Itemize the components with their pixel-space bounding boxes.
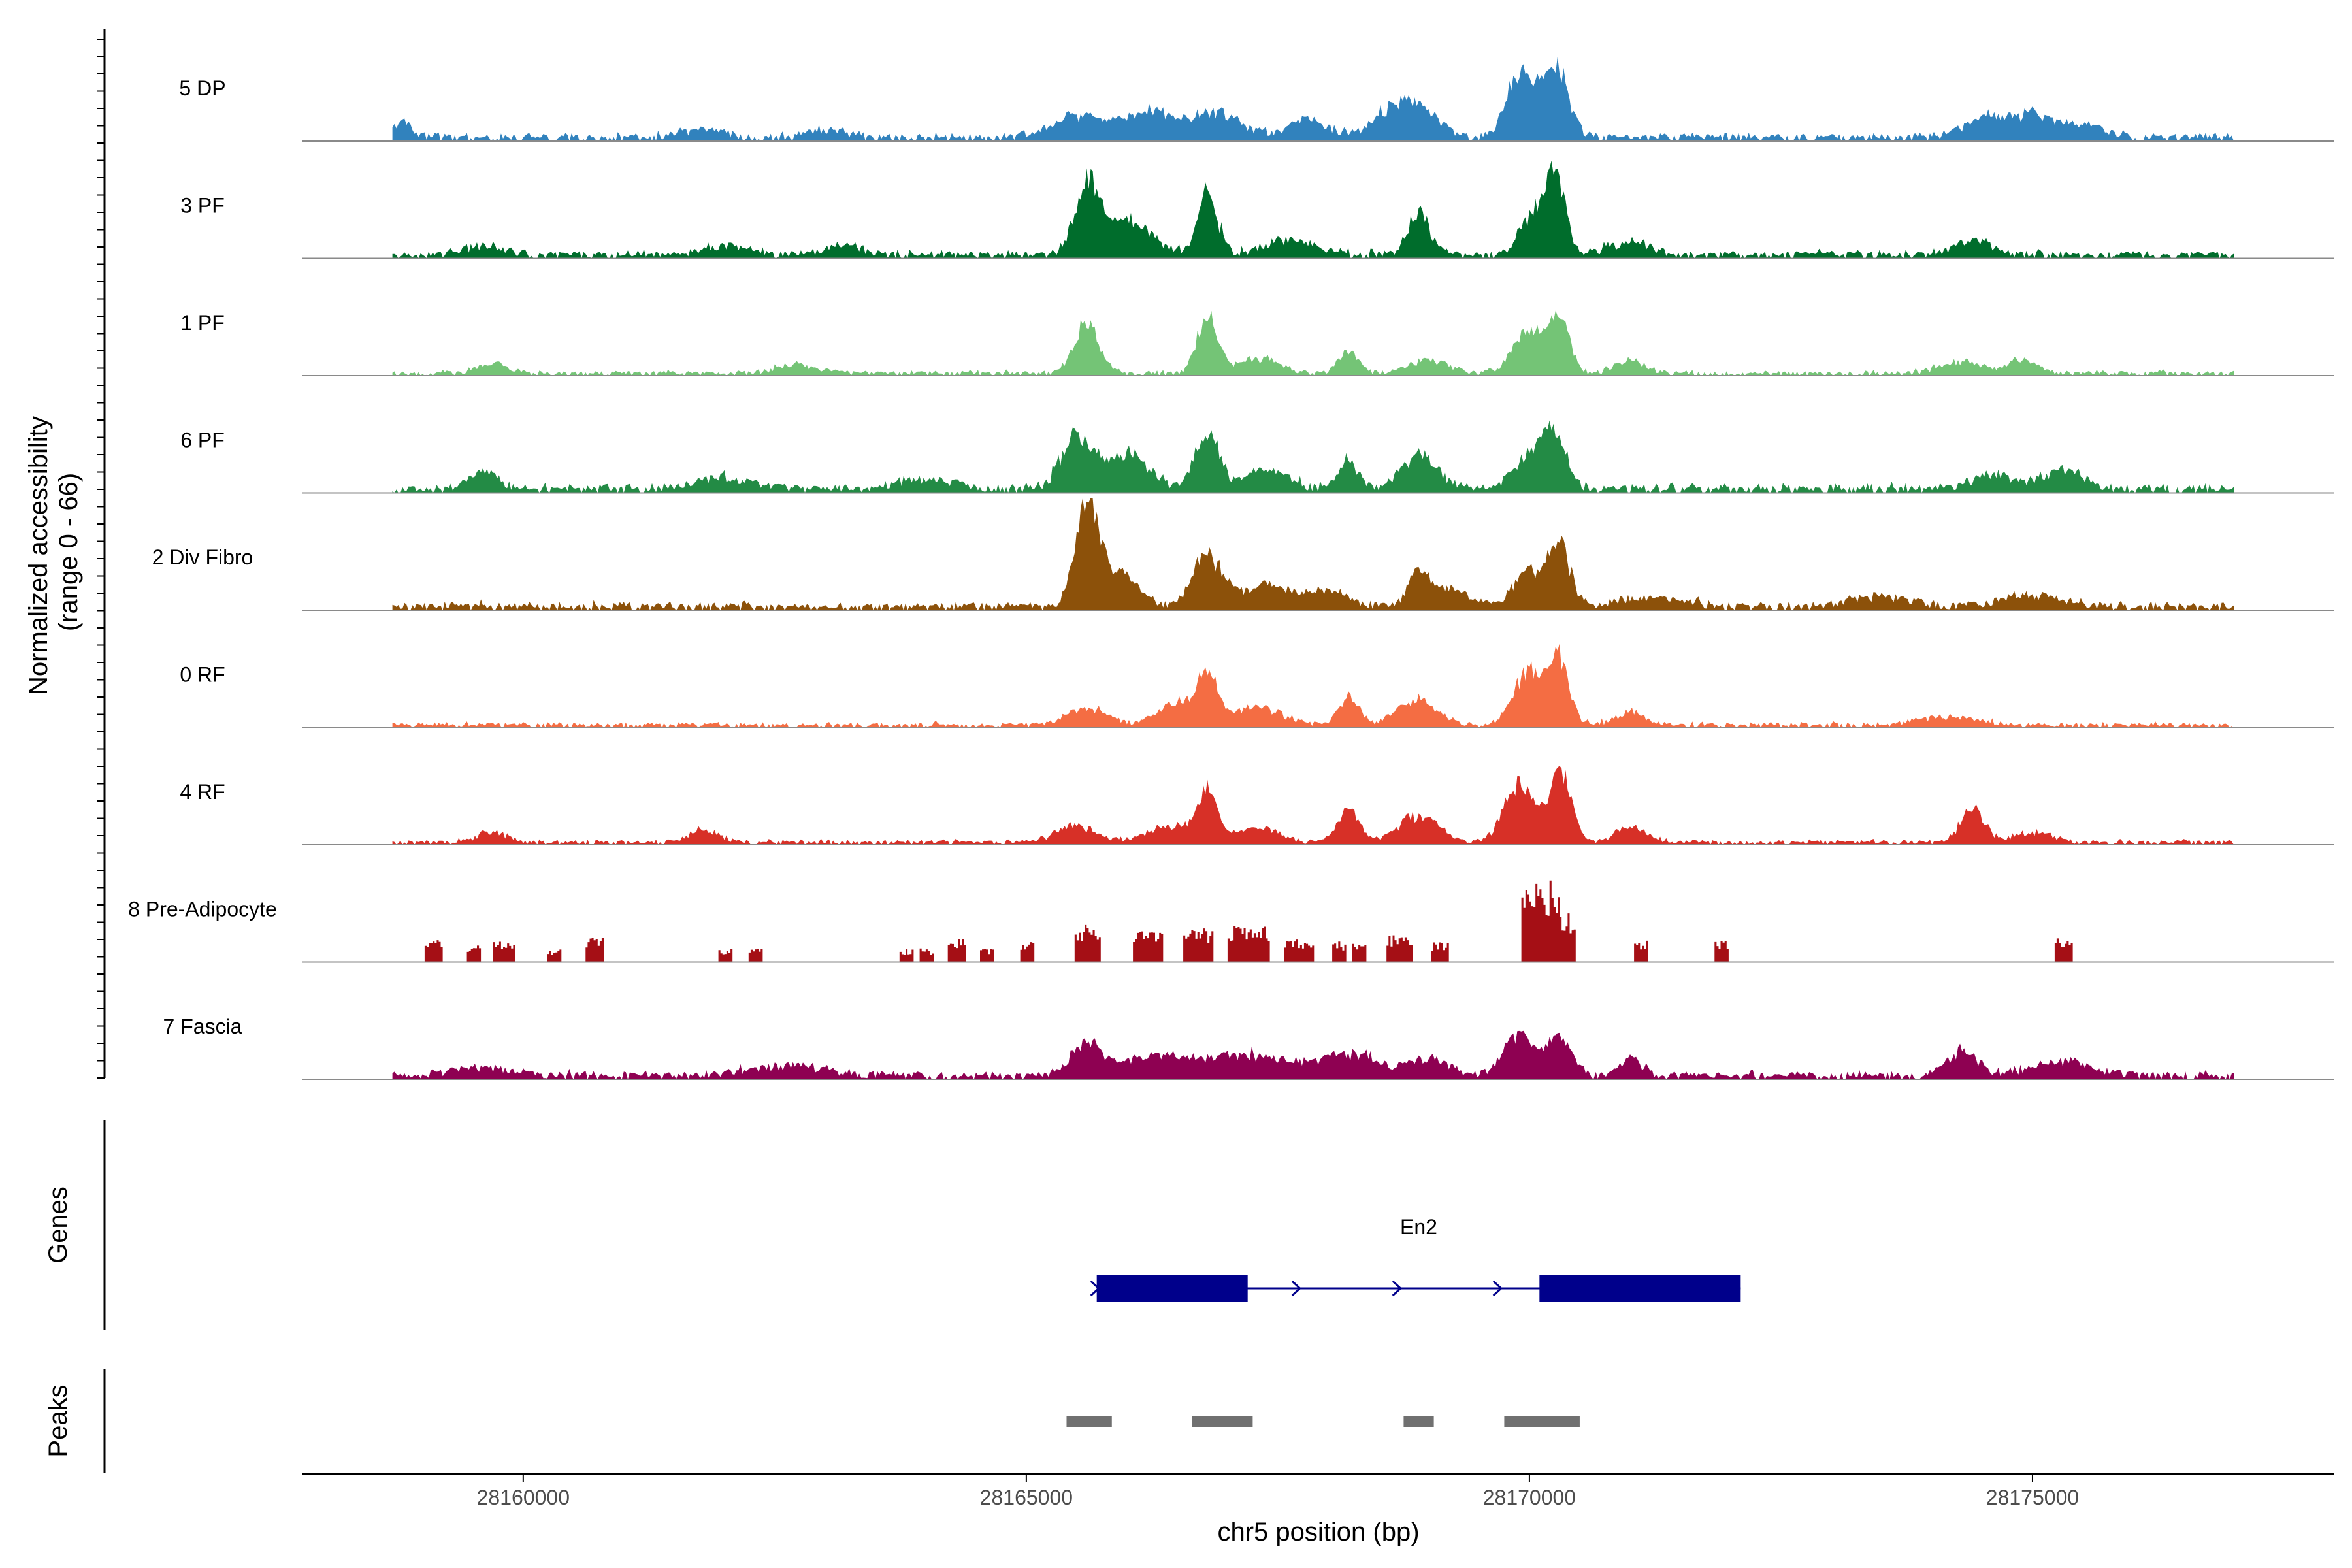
track-label: 6 PF	[180, 429, 225, 452]
genes-panel: Genes En2	[44, 1120, 1741, 1330]
track-label: 2 Div Fibro	[152, 546, 253, 569]
track-label: 7 Fascia	[163, 1015, 242, 1038]
coverage-y-axis-title: Normalized accessibility (range 0 - 66)	[24, 409, 83, 695]
track-1-pf: 1 PF	[180, 310, 2334, 376]
coverage-panel: Normalized accessibility (range 0 - 66) …	[24, 29, 2334, 1080]
strand-arrow	[1291, 1280, 1301, 1297]
track-7-fascia: 7 Fascia	[163, 1015, 2334, 1080]
track-6-pf: 6 PF	[180, 420, 2334, 494]
track-label: 8 Pre-Adipocyte	[128, 898, 277, 921]
gene-exon	[1539, 1275, 1741, 1302]
coverage-area	[392, 56, 2234, 141]
x-axis-ticks: 28160000 28165000 28170000 28175000	[477, 1474, 2079, 1509]
x-tick-label: 28160000	[477, 1486, 570, 1509]
track-4-rf: 4 RF	[180, 766, 2334, 845]
peaks-panel: Peaks	[44, 1369, 1580, 1473]
track-0-rf: 0 RF	[180, 644, 2334, 728]
coverage-area	[392, 498, 2234, 610]
x-tick-label: 28170000	[1483, 1486, 1576, 1509]
coverage-area	[392, 420, 2234, 493]
track-8-pre-adipocyte: 8 Pre-Adipocyte	[128, 880, 2334, 963]
x-axis: 28160000 28165000 28170000 28175000 chr5 po…	[302, 1473, 2334, 1546]
coverage-area	[392, 1030, 2234, 1079]
strand-arrow	[1392, 1280, 1402, 1297]
x-tick-label: 28165000	[980, 1486, 1073, 1509]
x-axis-title: chr5 position (bp)	[1217, 1518, 1419, 1546]
track-label: 0 RF	[180, 663, 225, 687]
gene-track: En2	[1090, 1215, 1741, 1302]
peak-track	[1066, 1416, 1580, 1427]
peak-region	[1192, 1416, 1253, 1427]
x-tick-label: 28175000	[1986, 1486, 2079, 1509]
coverage-y-ticks	[97, 39, 105, 1079]
peak-region	[1504, 1416, 1580, 1427]
strand-arrow	[1492, 1280, 1503, 1297]
y-axis-title-line1: Normalized accessibility	[24, 416, 53, 695]
genes-panel-label: Genes	[44, 1186, 73, 1264]
track-label: 4 RF	[180, 780, 225, 804]
track-label: 1 PF	[180, 311, 225, 335]
track-label: 5 DP	[179, 76, 225, 100]
peak-region	[1403, 1416, 1434, 1427]
track-3-pf: 3 PF	[180, 161, 2334, 259]
coverage-area	[392, 766, 2234, 845]
track-label: 3 PF	[180, 194, 225, 218]
coverage-tracks: 5 DP 3 PF 1 PF 6 PF 2 Div Fibro 0 RF 4 RF 8 Pre…	[128, 56, 2334, 1080]
gene-name-label: En2	[1400, 1215, 1437, 1239]
strand-arrow	[1090, 1280, 1100, 1297]
y-axis-title-line2: (range 0 - 66)	[54, 473, 83, 631]
track-5-dp: 5 DP	[179, 56, 2334, 142]
track-2-div-fibro: 2 Div Fibro	[152, 498, 2334, 611]
gene-exon	[1096, 1275, 1248, 1302]
peak-region	[1066, 1416, 1112, 1427]
peaks-panel-label: Peaks	[44, 1384, 73, 1457]
